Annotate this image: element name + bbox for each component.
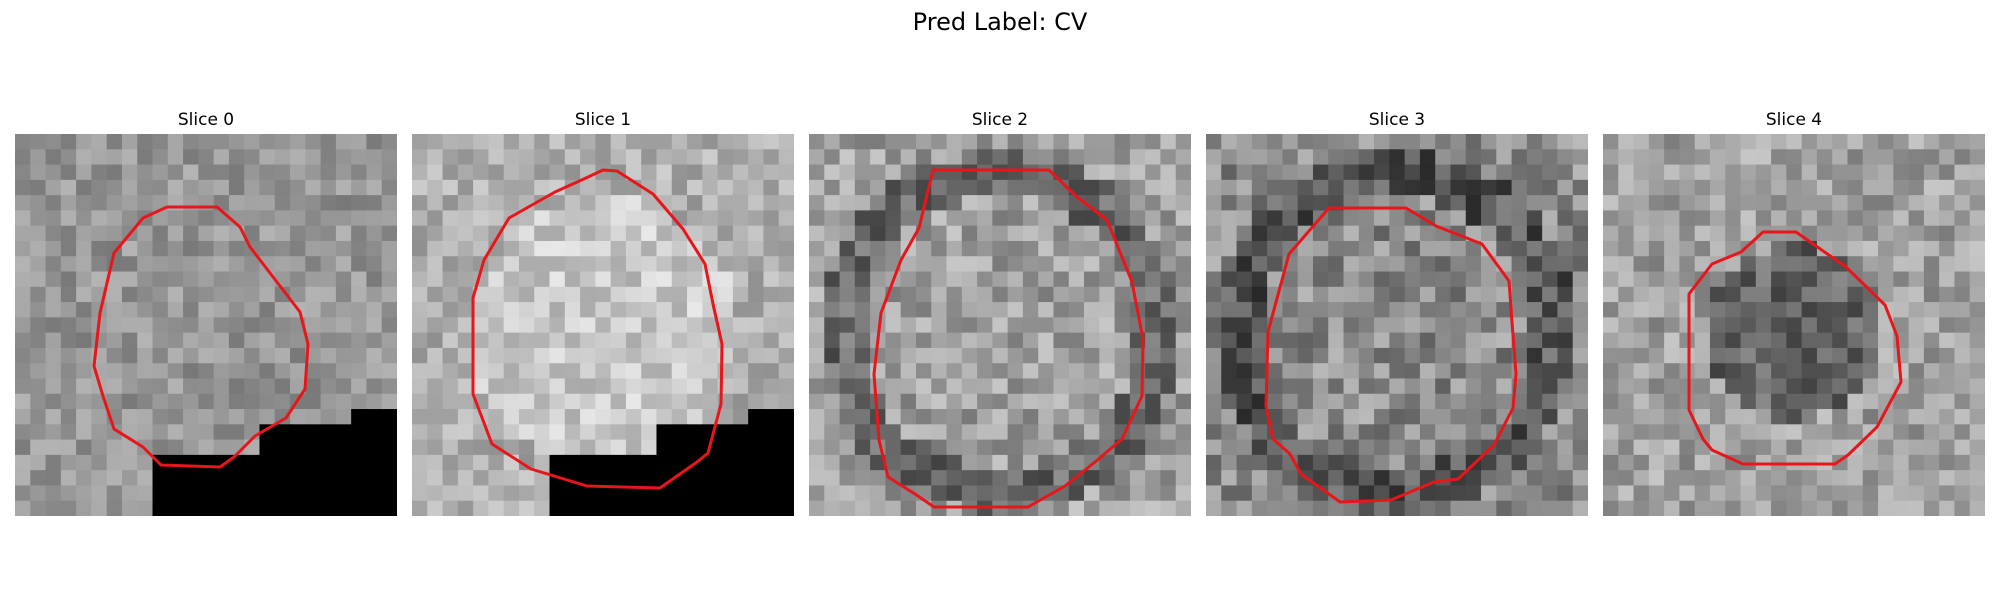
segmentation-contour [92, 205, 310, 469]
slice-title: Slice 2 [971, 110, 1029, 130]
slice-image [1603, 134, 1985, 516]
slice-panel: Slice 2 [809, 108, 1191, 516]
segmentation-contour [1264, 206, 1518, 504]
slice-panel: Slice 0 [15, 108, 397, 516]
slice-panel: Slice 1 [412, 108, 794, 516]
segmentation-contour [1687, 230, 1903, 466]
figure-title: Pred Label: CV [912, 8, 1088, 36]
segmentation-contour [872, 168, 1145, 509]
slice-title: Slice 0 [177, 110, 235, 130]
slice-image [15, 134, 397, 516]
slice-image [809, 134, 1191, 516]
slice-panel: Slice 3 [1206, 108, 1588, 516]
segmentation-contour [471, 168, 724, 490]
slice-title: Slice 4 [1765, 110, 1823, 130]
slice-image [412, 134, 794, 516]
slice-title: Slice 1 [574, 110, 632, 130]
slice-image [1206, 134, 1588, 516]
slice-panel: Slice 4 [1603, 108, 1985, 516]
slice-title: Slice 3 [1368, 110, 1426, 130]
